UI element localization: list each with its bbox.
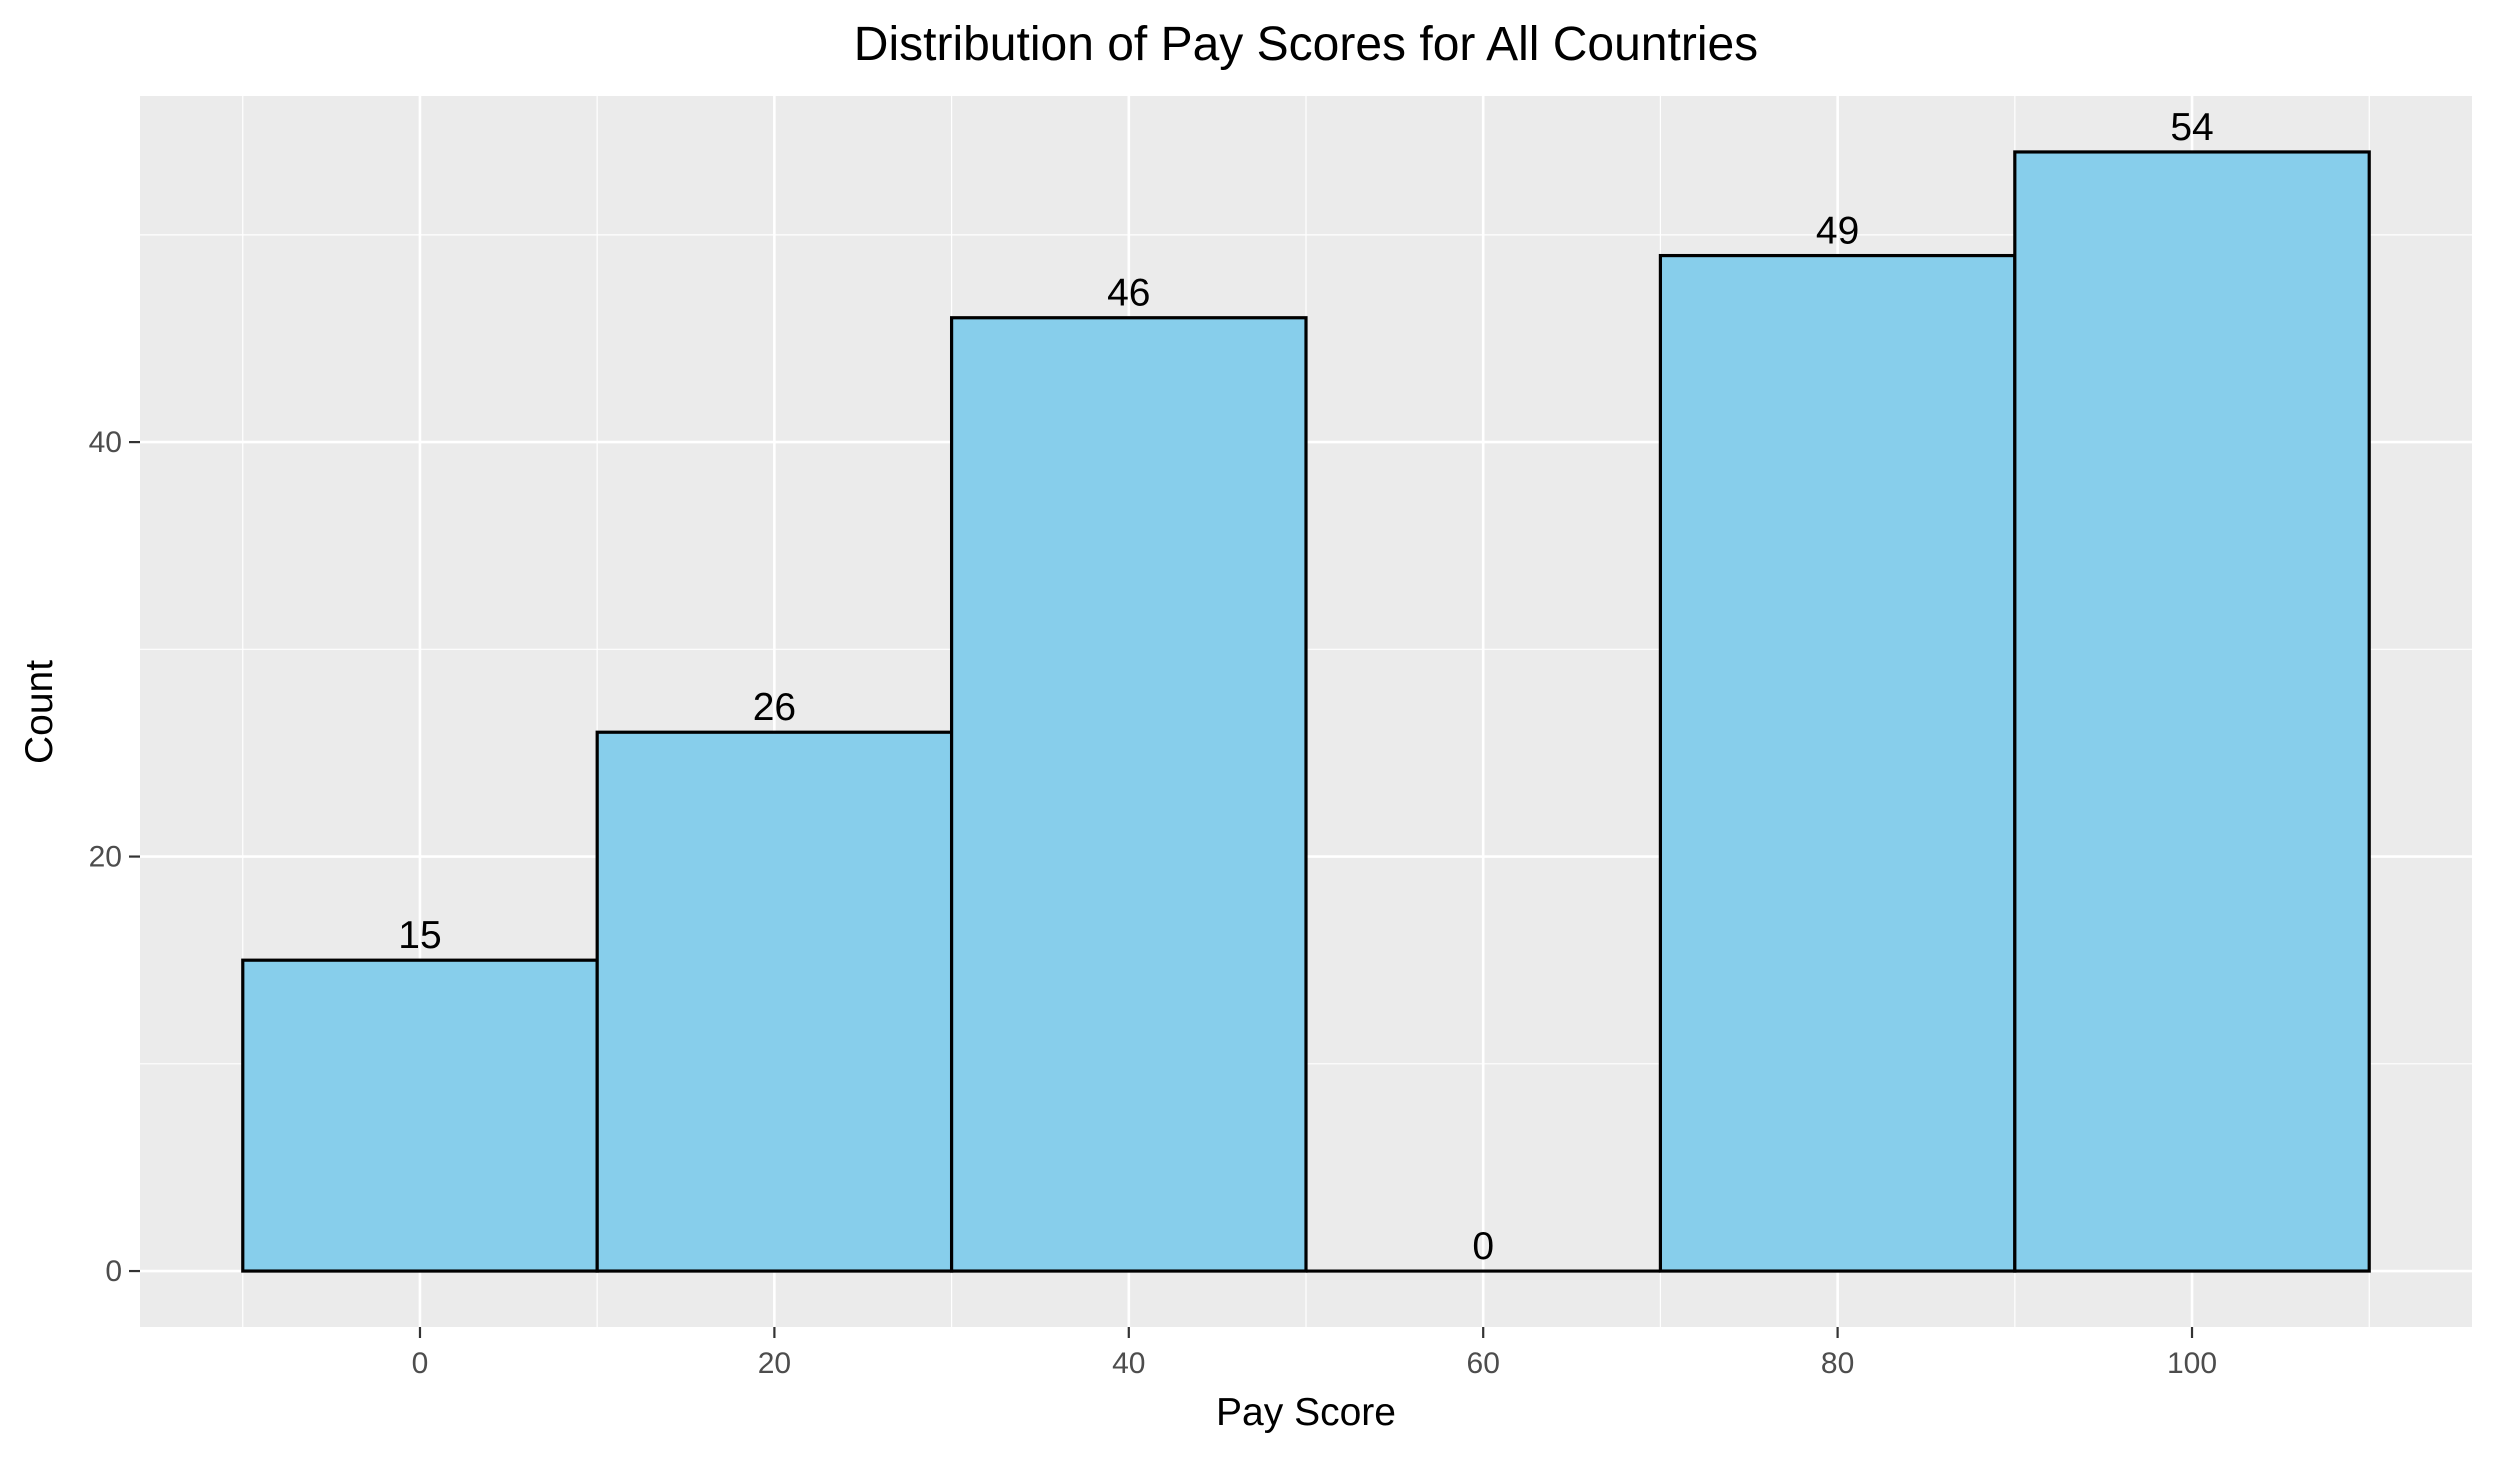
histogram-bar [1658,253,2017,1273]
x-tick-label: 80 [1821,1347,1854,1380]
bar-count-labels: 15 26 46 0 49 54 [398,106,2213,1268]
histogram-bar [595,730,954,1273]
x-tick-label: 20 [758,1347,791,1380]
x-tick-label: 0 [412,1347,429,1380]
histogram-bar [2013,150,2371,1273]
bar-count-label: 46 [1107,272,1150,315]
x-tick-label: 40 [1112,1347,1145,1380]
histogram-bars [241,150,2371,1273]
y-tick-label: 20 [89,841,122,874]
bar-count-label: 15 [398,914,441,957]
x-axis: 0 20 40 60 80 100 [412,1327,2217,1380]
bar-count-label: 49 [1816,210,1859,253]
y-tick-label: 40 [89,426,122,459]
y-tick-label: 0 [105,1255,122,1288]
x-tick-label: 60 [1467,1347,1500,1380]
bar-count-label: 0 [1472,1225,1494,1268]
x-axis-title: Pay Score [1216,1391,1396,1434]
y-axis: 0 20 40 [89,426,140,1288]
histogram-bar [949,316,1308,1273]
chart-title: Distribution of Pay Scores for All Count… [854,18,1758,71]
histogram-bar [241,958,599,1273]
x-tick-label: 100 [2167,1347,2217,1380]
bar-count-label: 26 [753,686,796,729]
y-axis-title: Count [18,660,61,764]
bar-count-label: 54 [2170,106,2213,149]
